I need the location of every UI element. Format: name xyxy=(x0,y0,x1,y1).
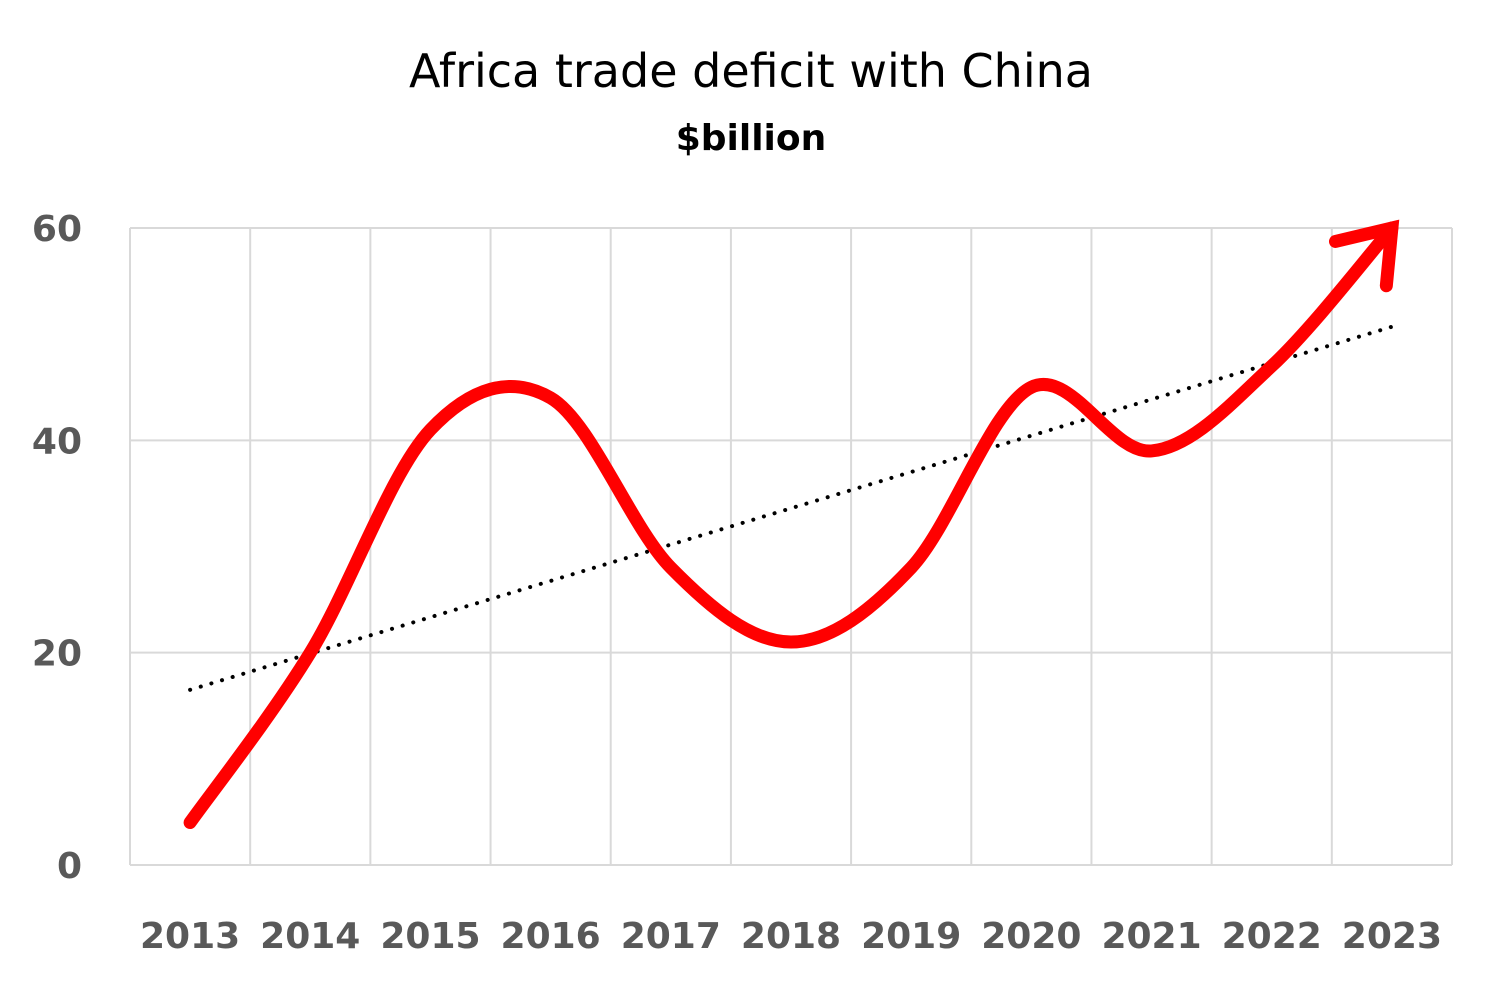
x-tick-label: 2021 xyxy=(1101,916,1201,957)
x-tick-label: 2019 xyxy=(861,916,961,957)
y-axis-ticks: 0 20 40 60 xyxy=(32,209,82,887)
x-tick-label: 2020 xyxy=(981,916,1081,957)
trendline-group xyxy=(188,324,1394,692)
x-tick-label: 2014 xyxy=(260,916,360,957)
x-tick-label: 2022 xyxy=(1222,916,1322,957)
y-tick-label: 20 xyxy=(32,634,82,675)
series-group xyxy=(183,219,1400,830)
x-tick-label: 2016 xyxy=(501,916,601,957)
y-tick-label: 60 xyxy=(32,209,82,250)
chart-title: Africa trade deficit with China xyxy=(409,44,1093,98)
x-tick-label: 2013 xyxy=(140,916,240,957)
series-line xyxy=(183,221,1399,830)
x-tick-label: 2018 xyxy=(741,916,841,957)
y-tick-label: 0 xyxy=(57,846,82,887)
chart-subtitle: $billion xyxy=(675,118,827,159)
x-tick-label: 2017 xyxy=(621,916,721,957)
y-tick-label: 40 xyxy=(32,421,82,462)
arrow-head xyxy=(1328,219,1400,293)
x-tick-label: 2015 xyxy=(380,916,480,957)
trendline xyxy=(188,324,1394,692)
x-axis-ticks: 2013 2014 2015 2016 2017 2018 2019 2020 2021 2022… xyxy=(140,916,1442,957)
grid-lines xyxy=(129,227,1453,866)
x-tick-label: 2023 xyxy=(1342,916,1442,957)
